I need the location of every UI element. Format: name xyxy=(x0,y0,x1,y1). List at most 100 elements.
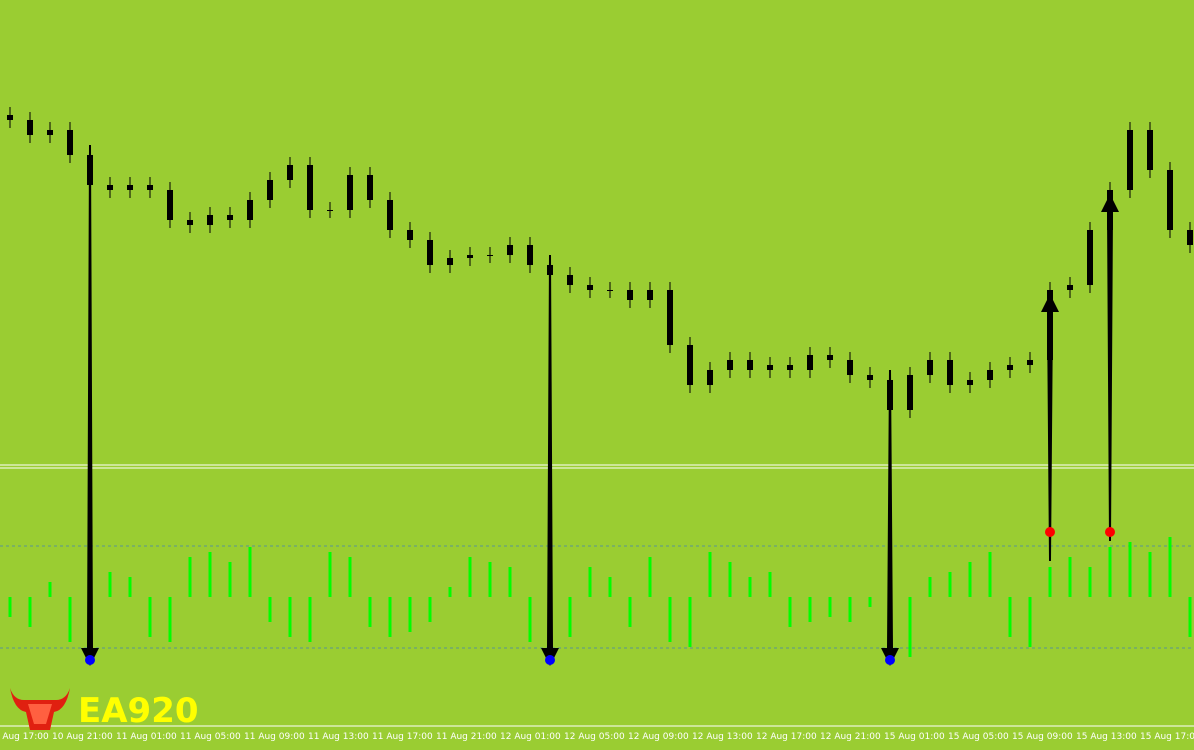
histogram-bar xyxy=(868,597,872,607)
candle-body xyxy=(907,375,913,410)
histogram-bar xyxy=(1168,537,1172,597)
histogram-bar xyxy=(928,577,932,597)
logo-icon xyxy=(10,688,70,730)
signal-arrow xyxy=(1101,194,1119,541)
candle-body xyxy=(427,240,433,265)
candle-body xyxy=(347,175,353,210)
histogram-bar xyxy=(668,597,672,642)
candle-body xyxy=(127,185,133,190)
candle-body xyxy=(267,180,273,200)
candle-body xyxy=(847,360,853,375)
time-label: 15 Aug 01:00 xyxy=(884,732,945,742)
histogram-bar xyxy=(1088,567,1092,597)
signal-arrow xyxy=(881,370,899,666)
candle-body xyxy=(487,255,493,256)
candle-body xyxy=(1167,170,1173,230)
time-label: 11 Aug 01:00 xyxy=(116,732,177,742)
histogram-bar xyxy=(808,597,812,622)
candle-body xyxy=(1127,130,1133,190)
candle-body xyxy=(387,200,393,230)
candle-body xyxy=(207,215,213,225)
histogram-bar xyxy=(168,597,172,642)
arrow-shape xyxy=(1101,194,1119,541)
histogram-bar xyxy=(988,552,992,597)
candle-body xyxy=(187,220,193,225)
arrow-shape xyxy=(1041,294,1059,561)
time-label: 15 Aug 13:00 xyxy=(1076,732,1137,742)
histogram-bar xyxy=(448,587,452,597)
candle-body xyxy=(1027,360,1033,365)
candle-body xyxy=(67,130,73,155)
candle-body xyxy=(147,185,153,190)
histogram-bar xyxy=(128,577,132,597)
candle-body xyxy=(707,370,713,385)
signal-dot xyxy=(545,655,555,665)
candle-body xyxy=(667,290,673,345)
histogram-bar xyxy=(1068,557,1072,597)
histogram-bar xyxy=(908,597,912,657)
time-label: 11 Aug 09:00 xyxy=(244,732,305,742)
histogram-bar xyxy=(68,597,72,642)
histogram-bar xyxy=(1008,597,1012,637)
signal-arrow xyxy=(81,145,99,666)
time-label: 11 Aug 13:00 xyxy=(308,732,369,742)
histogram-bar xyxy=(1128,542,1132,597)
time-label: 12 Aug 09:00 xyxy=(628,732,689,742)
candle-body xyxy=(527,245,533,265)
candle-body xyxy=(27,120,33,135)
histogram-bar xyxy=(628,597,632,627)
candle-body xyxy=(827,355,833,360)
time-label: 10 Aug 21:00 xyxy=(52,732,113,742)
candle-body xyxy=(1087,230,1093,285)
candle-body xyxy=(647,290,653,300)
arrow-shape xyxy=(81,145,99,666)
logo-text: EA920 xyxy=(78,691,199,731)
histogram-bar xyxy=(48,582,52,597)
histogram-bar xyxy=(308,597,312,642)
histogram-bar xyxy=(788,597,792,627)
histogram-bar xyxy=(248,547,252,597)
candle-body xyxy=(967,380,973,385)
candle-body xyxy=(247,200,253,220)
arrow-shape xyxy=(881,370,899,666)
candle-body xyxy=(607,290,613,291)
time-label: 15 Aug 05:00 xyxy=(948,732,1009,742)
histogram-bar xyxy=(648,557,652,597)
histogram-bar xyxy=(568,597,572,637)
histogram-bar xyxy=(1048,567,1052,597)
candle-body xyxy=(167,190,173,220)
histogram-bar xyxy=(508,567,512,597)
signal-dot xyxy=(1105,527,1115,537)
time-label: 11 Aug 17:00 xyxy=(372,732,433,742)
candle-body xyxy=(947,360,953,385)
candle-body xyxy=(767,365,773,370)
candle-body xyxy=(1187,230,1193,245)
candle-body xyxy=(467,255,473,258)
histogram-bar xyxy=(228,562,232,597)
histogram-bar xyxy=(728,562,732,597)
candle-body xyxy=(807,355,813,370)
histogram-bar xyxy=(108,572,112,597)
candle-body xyxy=(47,130,53,135)
time-label: 11 Aug 21:00 xyxy=(436,732,497,742)
signal-dot xyxy=(1045,527,1055,537)
candle-body xyxy=(107,185,113,190)
time-label: 15 Aug 09:00 xyxy=(1012,732,1073,742)
candle-body xyxy=(407,230,413,240)
candle-body xyxy=(1067,285,1073,290)
histogram-bar xyxy=(28,597,32,627)
histogram-bar xyxy=(768,572,772,597)
signal-arrow xyxy=(1041,294,1059,561)
histogram-bar xyxy=(748,577,752,597)
histogram-bar xyxy=(388,597,392,637)
candle-body xyxy=(1007,365,1013,370)
histogram-bar xyxy=(328,552,332,597)
candle-body xyxy=(687,345,693,385)
histogram-bar xyxy=(288,597,292,637)
time-label: 12 Aug 17:00 xyxy=(756,732,817,742)
signal-dot xyxy=(85,655,95,665)
candle-body xyxy=(927,360,933,375)
time-label: 12 Aug 21:00 xyxy=(820,732,881,742)
time-label: 12 Aug 05:00 xyxy=(564,732,625,742)
histogram-bar xyxy=(368,597,372,627)
